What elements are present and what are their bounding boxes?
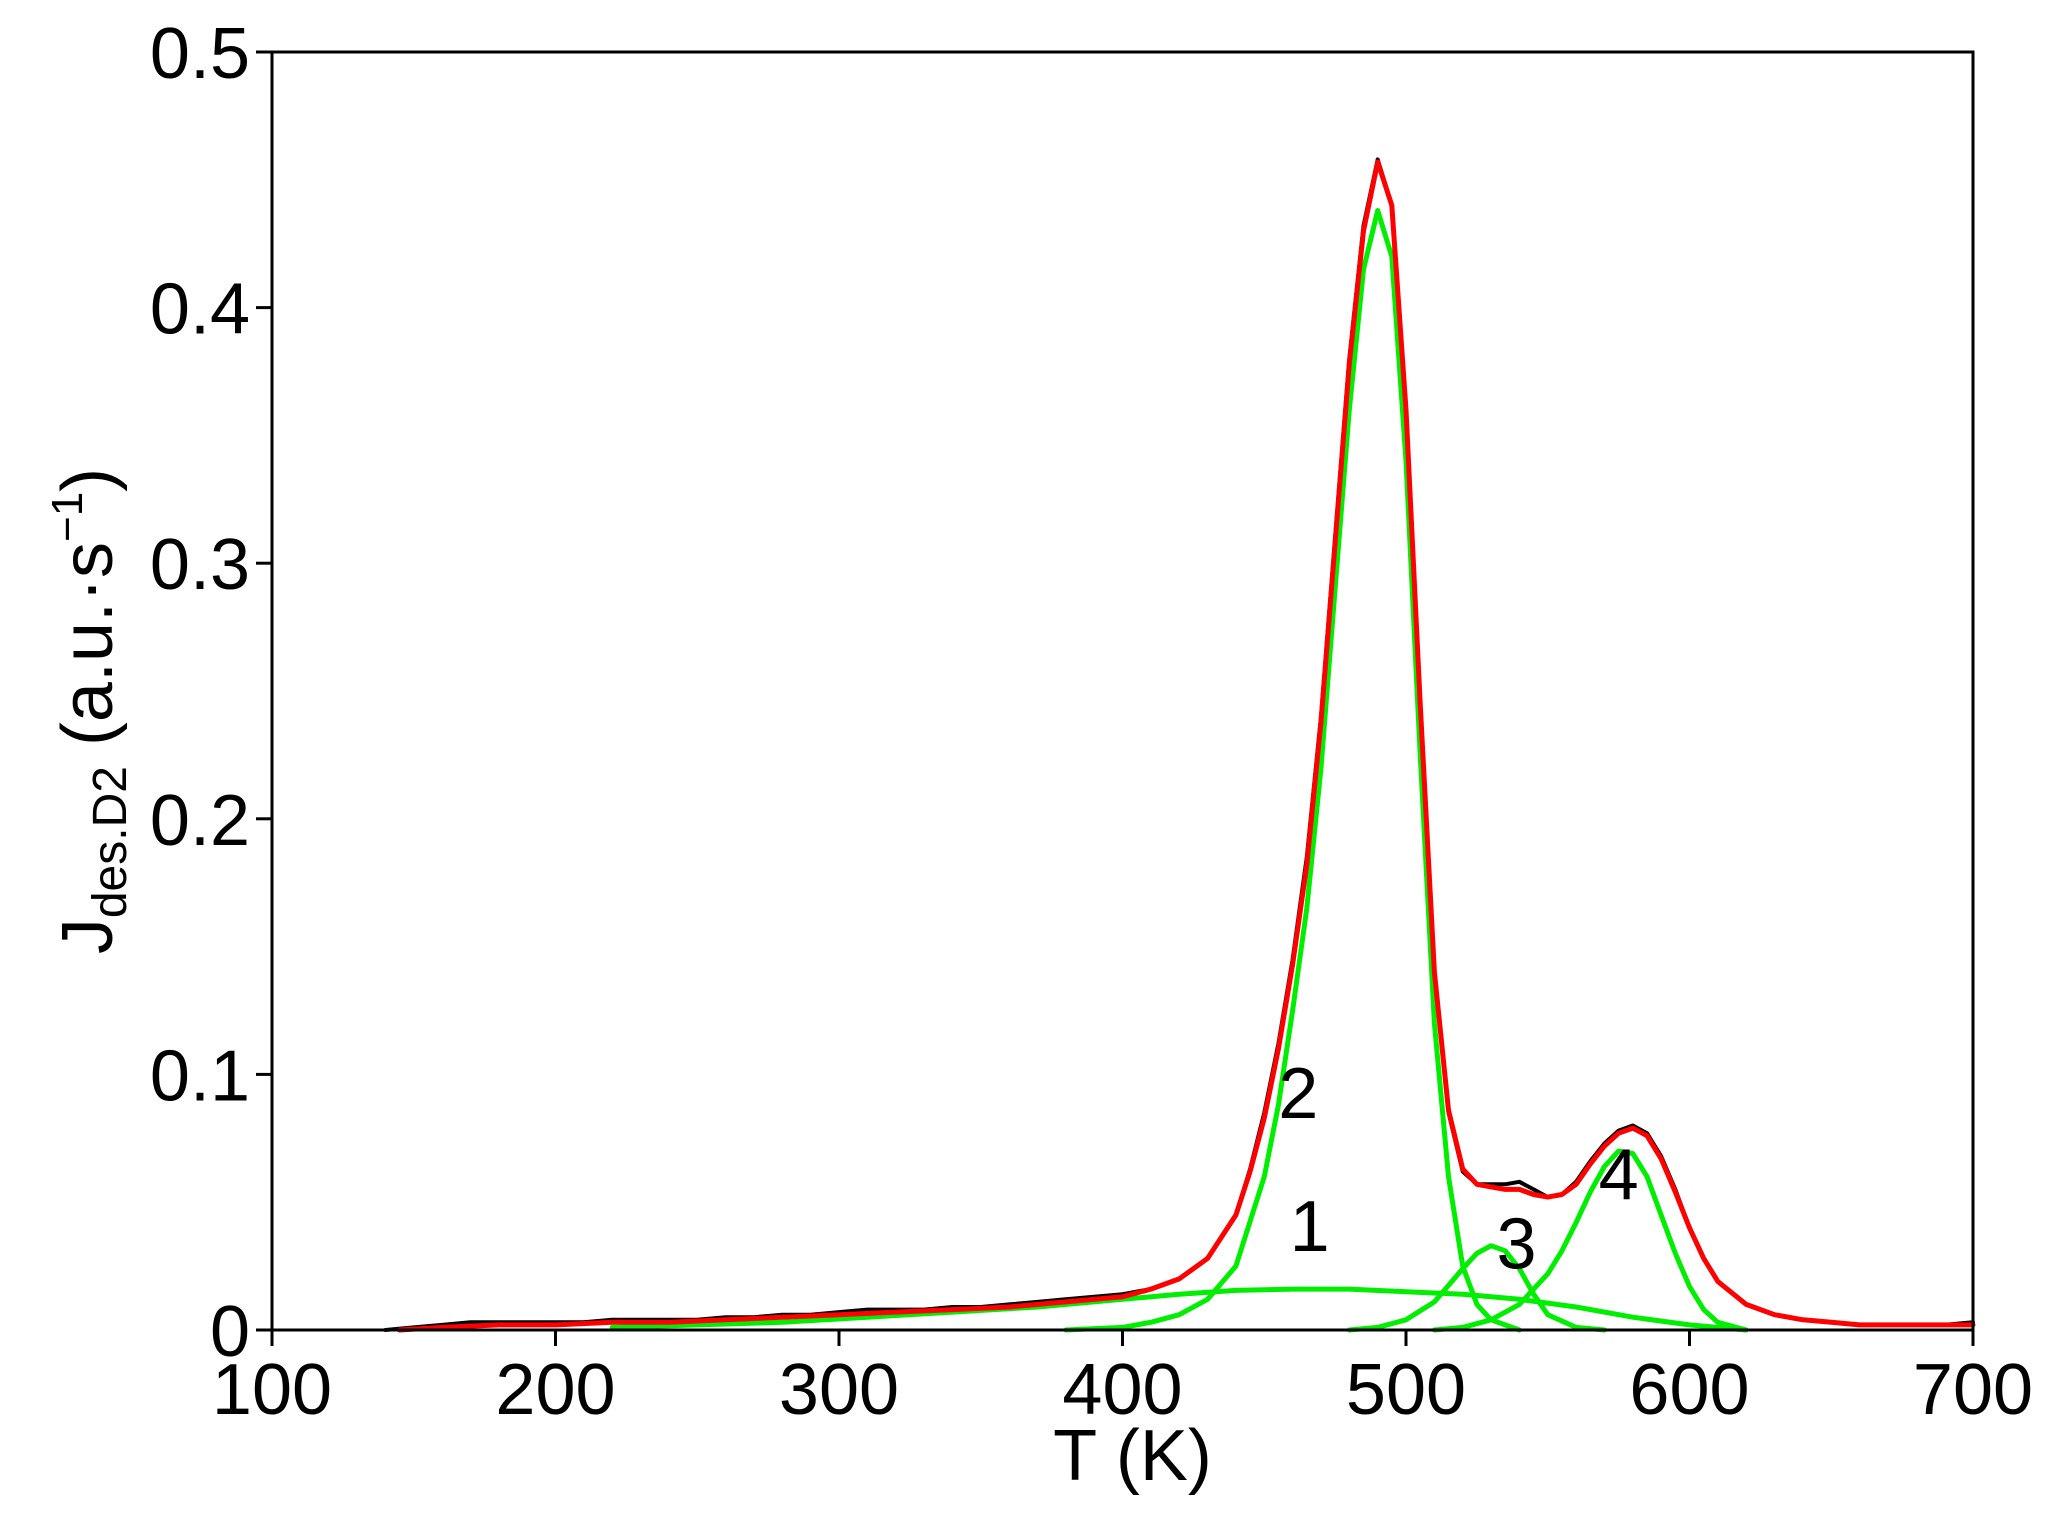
y-axis-unit-exponent: −1 bbox=[43, 492, 92, 542]
y-axis-symbol: J bbox=[48, 918, 128, 954]
y-tick-label: 0 bbox=[210, 1292, 250, 1372]
peak-label-4: 4 bbox=[1599, 1136, 1639, 1216]
component-3-line bbox=[1346, 1243, 1607, 1333]
annotation-layer: 2 1 34 bbox=[1278, 1054, 1638, 1285]
peak-label-1: 1 bbox=[1290, 1187, 1330, 1267]
y-axis-unit: (a.u.·s bbox=[48, 542, 128, 766]
peak-label-2: 2 bbox=[1278, 1054, 1318, 1134]
ticks-layer: 100 200 300 400 500 600 700 0 0.1 0.2 0.3 0.4 0.5 bbox=[150, 14, 2033, 1430]
plot-frame bbox=[270, 50, 1975, 1332]
component-4-line bbox=[1431, 1148, 1749, 1333]
y-axis-title: Jdes.D2 (a.u.·s−1) bbox=[43, 468, 137, 954]
x-tick-label: 100 bbox=[212, 1350, 332, 1430]
y-tick-label: 0.3 bbox=[150, 525, 250, 605]
x-tick-label: 700 bbox=[1913, 1350, 2033, 1430]
y-tick-label: 0.2 bbox=[150, 781, 250, 861]
x-tick-label: 500 bbox=[1346, 1350, 1466, 1430]
x-tick-label: 300 bbox=[779, 1350, 899, 1430]
fit-total-line bbox=[397, 159, 1976, 1333]
x-axis-title: T (K) bbox=[1053, 1416, 1212, 1496]
peak-label-3: 3 bbox=[1497, 1205, 1537, 1285]
y-tick-label: 0.4 bbox=[150, 270, 250, 350]
x-tick-label: 600 bbox=[1629, 1350, 1749, 1430]
series-layer bbox=[383, 157, 1976, 1333]
y-tick-label: 0.1 bbox=[150, 1036, 250, 1116]
x-tick-label: 400 bbox=[1062, 1350, 1182, 1430]
experimental-line bbox=[383, 157, 1975, 1332]
component-1-line bbox=[609, 1286, 1749, 1333]
y-tick-label: 0.5 bbox=[150, 14, 250, 94]
component-2-line bbox=[1063, 208, 1522, 1333]
x-tick-label: 200 bbox=[495, 1350, 615, 1430]
y-axis-subscript: des.D2 bbox=[84, 766, 137, 918]
y-axis-unit-close: ) bbox=[48, 468, 128, 492]
